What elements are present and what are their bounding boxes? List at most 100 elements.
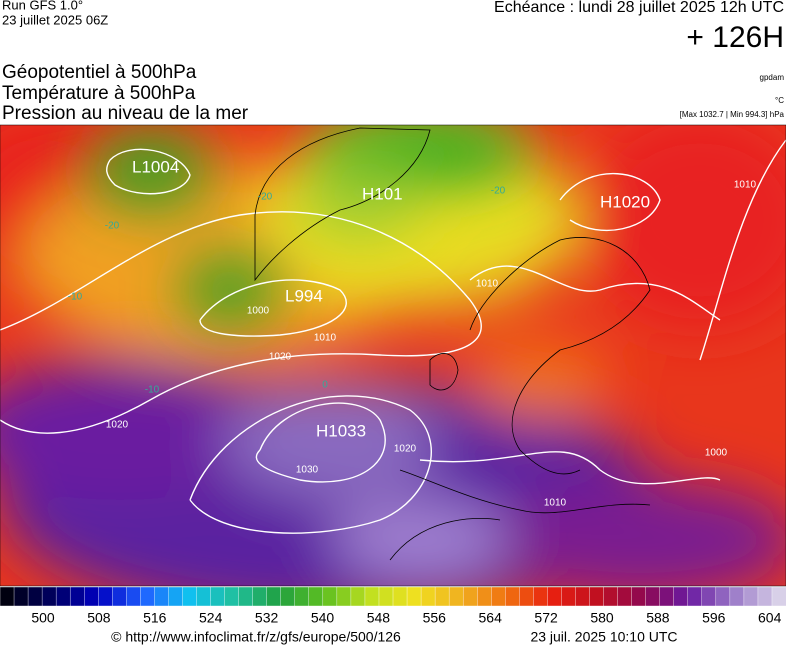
colorbar-swatch (406, 586, 422, 607)
colorbar-swatch (41, 586, 57, 607)
pressure-center: H101 (362, 184, 403, 203)
colorbar-label: 532 (255, 610, 279, 626)
map (0, 125, 786, 586)
isobar-label: 1020 (394, 444, 417, 455)
colorbar-swatch (238, 586, 254, 607)
colorbar-swatch (69, 586, 85, 607)
colorbar-swatch (294, 586, 310, 607)
colorbar-swatch (182, 586, 198, 607)
isobar-label: 1030 (296, 465, 319, 476)
isotherm-label: 0 (322, 380, 328, 391)
isobar-label: 1010 (476, 279, 499, 290)
colorbar-swatch (491, 586, 506, 607)
title: Pression au niveau de la mer (2, 103, 249, 124)
colorbar: 500 508 516 524 532 540 548 556 564 572 580 588 596 6… (0, 586, 786, 626)
colorbar-label: 516 (143, 610, 167, 626)
isotherm-label: -10 (145, 385, 160, 396)
coastlines (254, 127, 651, 561)
colorbar-swatch (308, 586, 324, 607)
colorbar-swatch (729, 586, 745, 607)
colorbar-swatch (27, 586, 43, 607)
unit: [Max 1032.7 | Min 994.3] hPa (680, 110, 785, 119)
pressure-center: L994 (285, 286, 323, 305)
colorbar-swatch (434, 586, 450, 607)
colorbar-label: 572 (534, 610, 558, 626)
map-frame (0, 124, 786, 587)
colorbar-swatch (98, 586, 113, 607)
isobar-label: 1010 (314, 333, 337, 344)
colorbar-swatch (84, 586, 99, 607)
run-date: 23 juillet 2025 06Z (2, 12, 108, 27)
colorbar-swatch (378, 586, 394, 607)
colorbar-label: 596 (702, 610, 726, 626)
isobar-label: 1010 (544, 498, 567, 509)
source-url[interactable]: © http://www.infoclimat.fr/z/gfs/europe/… (111, 629, 401, 645)
colorbar-swatch (505, 586, 521, 607)
colorbar-swatch (448, 586, 464, 607)
colorbar-swatch (252, 586, 268, 607)
isotherm-label: -20 (491, 186, 506, 197)
isotherm-label: -20 (258, 192, 273, 203)
colorbar-swatch (0, 586, 15, 607)
colorbar-swatch (715, 586, 731, 607)
colorbar-swatch (603, 586, 619, 607)
colorbar-swatch (126, 586, 142, 607)
colorbar-swatch (266, 586, 282, 607)
colorbar-label: 548 (367, 610, 391, 626)
isobar-label: 1020 (106, 420, 129, 431)
colorbar-swatch (224, 586, 240, 607)
colorbar-swatch (645, 586, 661, 607)
colorbar-swatch (757, 586, 773, 607)
colorbar-swatch (364, 586, 380, 607)
colorbar-swatch (13, 586, 29, 607)
isobars (0, 139, 786, 534)
pressure-center: H1020 (600, 192, 650, 211)
colorbar-swatch (462, 586, 478, 607)
colorbar-swatch (687, 586, 703, 607)
valid-time: Echéance : lundi 28 juillet 2025 12h UTC (494, 0, 784, 16)
isobar-label: 1000 (247, 306, 270, 317)
colorbar-swatch (771, 586, 786, 607)
colorbar-swatch (196, 586, 212, 607)
colorbar-swatch (154, 586, 170, 607)
colorbar-label: 524 (199, 610, 223, 626)
colorbar-swatch (420, 586, 436, 607)
colorbar-swatch (575, 586, 591, 607)
colorbar-swatch (210, 586, 226, 607)
colorbar-swatch (168, 586, 184, 607)
colorbar-label: 556 (423, 610, 447, 626)
colorbar-label: 540 (311, 610, 335, 626)
colorbar-swatch (55, 586, 71, 607)
colorbar-swatch (140, 586, 156, 607)
isotherm-label: -10 (68, 292, 83, 303)
colorbar-swatch (701, 586, 717, 607)
isobar-label: 1000 (705, 448, 728, 459)
colorbar-swatch (547, 586, 563, 607)
colorbar-swatch (659, 586, 675, 607)
pressure-center: H1033 (316, 421, 366, 440)
colorbar-swatch (280, 586, 296, 607)
colorbar-label: 580 (590, 610, 614, 626)
title: Géopotentiel à 500hPa (2, 62, 197, 83)
colorbar-swatch (392, 586, 408, 607)
colorbar-swatch (617, 586, 633, 607)
colorbar-swatch (589, 586, 605, 607)
colorbar-swatch (533, 586, 549, 607)
unit: gpdam (760, 73, 785, 82)
title: Température à 500hPa (2, 83, 196, 104)
colorbar-label: 604 (758, 610, 782, 626)
colorbar-swatch (336, 586, 352, 607)
colorbar-swatch (631, 586, 647, 607)
colorbar-swatch (561, 586, 577, 607)
colorbar-swatch (673, 586, 689, 607)
isotherm-label: -20 (105, 221, 120, 232)
colorbar-swatch (322, 586, 338, 607)
colorbar-swatch (477, 586, 492, 607)
colorbar-swatch (350, 586, 366, 607)
pressure-center: L1004 (132, 157, 179, 176)
run: Run GFS 1.0° (2, 0, 83, 12)
colorbar-swatch (743, 586, 759, 607)
lead-time: + 126H (686, 21, 784, 54)
colorbar-label: 588 (646, 610, 670, 626)
